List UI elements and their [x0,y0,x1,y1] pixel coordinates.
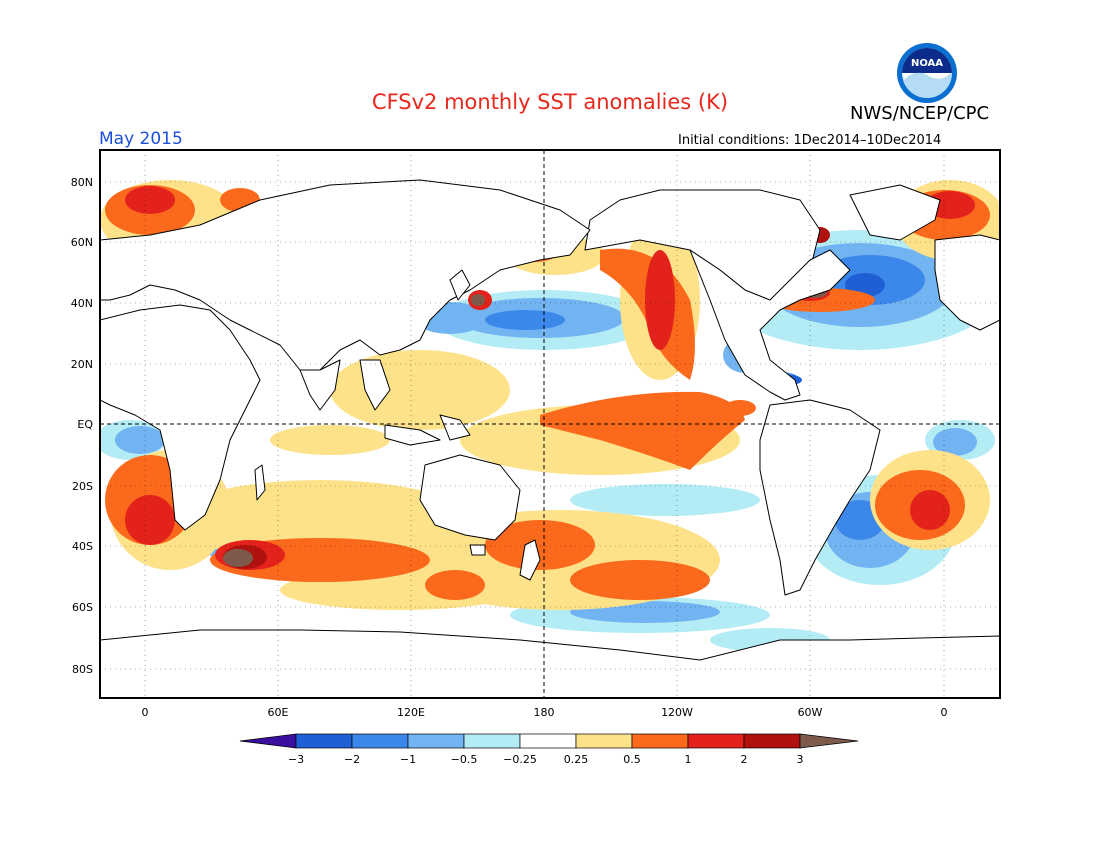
noaa-logo: NOAA [897,43,957,103]
colorbar-arrow-left [239,733,297,749]
colorbar-swatch [407,733,465,749]
lat-label: 20N [71,358,93,371]
lon-label: 0 [142,706,149,719]
month-label: May 2015 [99,129,183,149]
lat-label: 80S [72,663,93,676]
lat-label: 60S [72,601,93,614]
lat-label: 40S [72,540,93,553]
colorbar-label: −3 [288,753,304,766]
colorbar-swatch [519,733,577,749]
colorbar-label: −0.5 [451,753,478,766]
lon-label: 120W [661,706,693,719]
lat-label: 80N [71,176,93,189]
colorbar-label: 2 [741,753,748,766]
lon-label: 180 [534,706,555,719]
lat-label: 20S [72,480,93,493]
colorbar-swatch [743,733,801,749]
lon-label: 60E [268,706,289,719]
lon-label: 0 [941,706,948,719]
colorbar-label: 0.25 [564,753,589,766]
colorbar-label: −1 [400,753,416,766]
lon-label: 60W [798,706,823,719]
map-title: CFSv2 monthly SST anomalies (K) [371,90,729,114]
colorbar-swatch [687,733,745,749]
noaa-logo-text: NOAA [911,58,943,69]
colorbar-label: 1 [685,753,692,766]
longitude-labels: 0 60E 120E 180 120W 60W 0 [142,706,948,719]
map-frame [99,149,1001,699]
lat-label: 60N [71,236,93,249]
colorbar-swatch [295,733,353,749]
colorbar-label: −2 [344,753,360,766]
lat-label: 40N [71,297,93,310]
colorbar-label: −0.25 [503,753,537,766]
colorbar-label: 3 [797,753,804,766]
colorbar-swatch [351,733,409,749]
anomaly-field [100,150,1000,698]
latitude-labels: 80N 60N 40N 20N EQ 20S 40S 60S 80S [71,176,94,676]
colorbar: −3 −2 −1 −0.5 −0.25 0.25 0.5 1 2 3 [239,733,859,766]
agency-label: NWS/NCEP/CPC [850,103,990,124]
colorbar-swatch [575,733,633,749]
colorbar-swatch [463,733,521,749]
lon-label: 120E [397,706,425,719]
colorbar-label: 0.5 [623,753,641,766]
lat-label: EQ [77,418,93,431]
initial-conditions-label: Initial conditions: 1Dec2014–10Dec2014 [678,133,942,148]
colorbar-arrow-right [799,733,859,749]
colorbar-swatch [631,733,689,749]
